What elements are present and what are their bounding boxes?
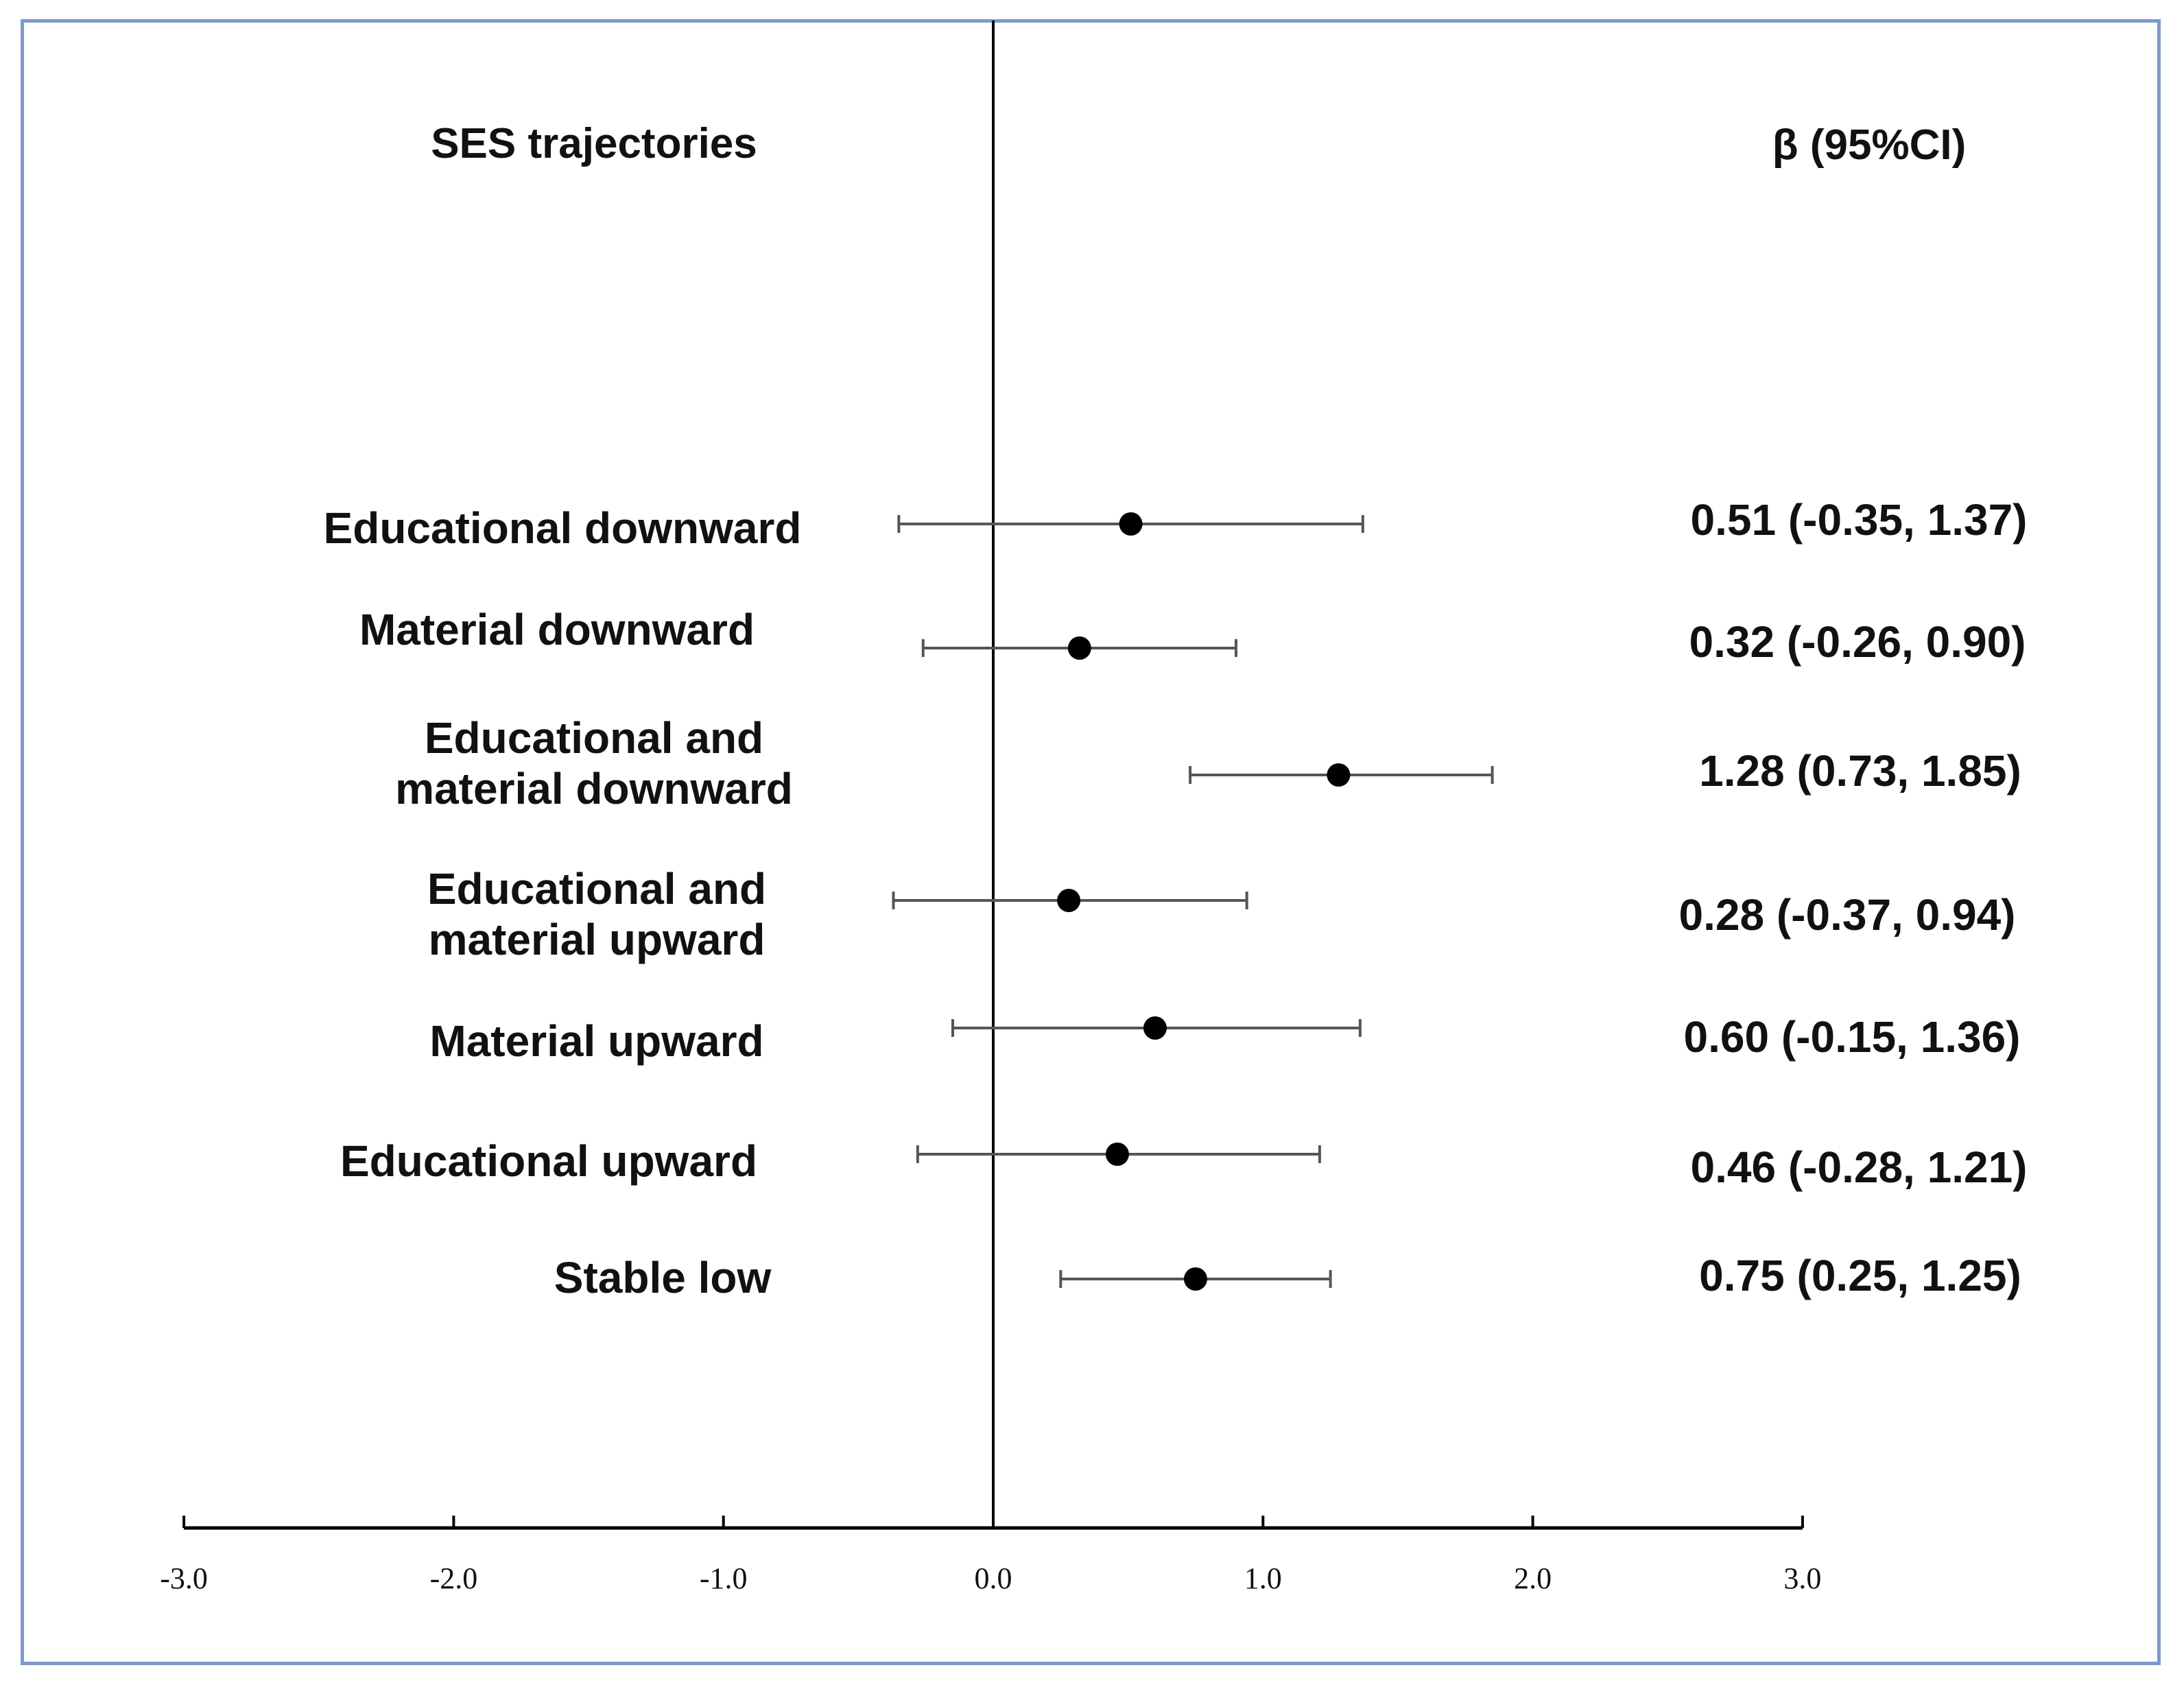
row-label: material downward [395,764,793,813]
beta-ci-value: 0.51 (-0.35, 1.37) [1691,495,2028,545]
beta-ci-value: 1.28 (0.73, 1.85) [1699,746,2021,796]
point-estimate [1057,889,1081,912]
forest-row: Educational downward 0.51 (-0.35, 1.37) [324,495,2028,553]
figure-frame [21,19,2161,1665]
row-label: Educational upward [340,1136,757,1186]
row-label: Educational downward [324,503,802,553]
point-estimate [1143,1016,1167,1040]
point-estimate [1183,1267,1207,1291]
value-header: β (95%CI) [1772,121,1966,169]
beta-ci-value: 0.28 (-0.37, 0.94) [1679,890,2016,940]
forest-rows: Educational downward 0.51 (-0.35, 1.37) Ma… [324,495,2028,1302]
x-tick-label: 3.0 [1783,1562,1821,1595]
forest-row: Material upward 0.60 (-0.15, 1.36) [429,1012,2020,1066]
beta-ci-value: 0.75 (0.25, 1.25) [1699,1251,2021,1300]
x-tick-label: 2.0 [1514,1562,1552,1595]
forest-row: Stable low 0.75 (0.25, 1.25) [554,1251,2021,1302]
beta-ci-value: 0.60 (-0.15, 1.36) [1684,1012,2021,1062]
beta-ci-value: 0.32 (-0.26, 0.90) [1689,617,2026,667]
row-label: material upward [429,915,765,964]
point-estimate [1105,1143,1129,1166]
row-label: Educational and [427,864,766,913]
x-tick-label: -3.0 [160,1562,208,1595]
point-estimate [1327,763,1351,787]
row-label: Material upward [429,1016,763,1066]
x-tick-label: 0.0 [975,1562,1012,1595]
row-label: Educational and [425,713,763,763]
x-tick-label: -1.0 [700,1562,748,1595]
row-label: Material downward [359,605,755,654]
x-tick-label: -2.0 [430,1562,478,1595]
row-label: Stable low [554,1253,772,1302]
x-axis-ticks: -3.0 -2.0 -1.0 0.0 1.0 2.0 3.0 [160,1516,1821,1595]
forest-row: Educational upward 0.46 (-0.28, 1.21) [340,1136,2028,1192]
beta-ci-value: 0.46 (-0.28, 1.21) [1691,1143,2028,1192]
row-header: SES trajectories [431,120,757,167]
x-tick-label: 1.0 [1244,1562,1282,1595]
point-estimate [1119,512,1143,536]
point-estimate [1067,636,1091,660]
forest-row: Material downward 0.32 (-0.26, 0.90) [359,605,2026,667]
